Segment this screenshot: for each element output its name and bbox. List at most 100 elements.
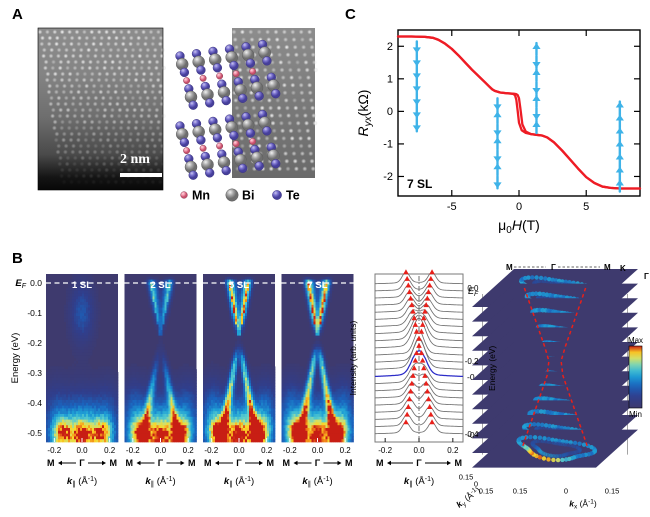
k-axis-label: k∥ (Å-1) (224, 476, 254, 488)
symmetry-point-M-left: M (126, 458, 134, 468)
stack-sym-gamma1: Γ (551, 263, 556, 272)
mdc-peak-marker (429, 419, 435, 425)
symmetry-point-gamma: Γ (236, 458, 242, 468)
stack-sym-M1: M (506, 263, 513, 272)
mdc-peak-marker (405, 282, 412, 288)
mdc-peak-marker (412, 357, 419, 363)
k-tick-label: -0.2 (47, 446, 61, 455)
atom-mn (232, 70, 240, 78)
atom-mn (199, 144, 207, 152)
mdc-peak-marker (422, 308, 428, 314)
atom-te (212, 133, 223, 143)
mdc-curve (374, 291, 464, 306)
mdc-curve (374, 317, 464, 349)
symmetry-point-M-left: M (47, 458, 55, 468)
mdc-peak-marker (421, 365, 427, 371)
panel-a-stem-image (37, 27, 167, 191)
atom-te (238, 163, 248, 173)
mdc-peak-marker (409, 302, 415, 308)
mdc-peak-marker (416, 342, 422, 348)
symmetry-point-M-right: M (188, 458, 196, 468)
energy-tick-label: -0.4 (27, 398, 42, 408)
arpes-map-3: 5 SL (203, 274, 276, 443)
map-title: 5 SL (229, 280, 249, 291)
atom-te (254, 161, 264, 171)
energy-tick-label: -0.1 (27, 308, 42, 318)
mdc-peak-marker (407, 388, 414, 394)
atom-te (245, 128, 256, 138)
arpes-map-1: 1 SL (46, 274, 119, 443)
atom-te (221, 165, 231, 176)
spin-arrow-head (615, 166, 624, 173)
mdc-peak-marker (426, 403, 433, 409)
map-title: 1 SL (72, 280, 92, 291)
spin-arrow-group-3 (615, 100, 624, 193)
symmetry-point-M-left: M (204, 458, 212, 468)
k-tick-label: 0.2 (104, 446, 116, 455)
spin-arrow-head (615, 114, 624, 121)
mdc-peak-marker (410, 372, 416, 378)
svg-text:Bi: Bi (242, 189, 255, 203)
mdc-stack-plot: EF-0.19-0.38Intensity (arb. units)-0.20.… (345, 262, 495, 514)
symmetry-point-gamma: Γ (79, 458, 85, 468)
x-tick-label: -5 (447, 201, 457, 213)
scalebar-line (120, 173, 162, 177)
symmetry-point-M-left: M (283, 458, 291, 468)
x-tick-label: 0 (516, 201, 522, 213)
mdc-peak-marker (423, 302, 429, 308)
panel-b-label: B (12, 250, 23, 267)
stack-kx-tick: 0 (564, 487, 568, 496)
mdc-peak-marker (421, 315, 427, 321)
mdc-peak-marker (405, 403, 412, 409)
k-tick-label: 0.0 (76, 446, 88, 455)
mdc-curve (374, 421, 464, 435)
mdc-peak-marker (428, 411, 434, 417)
mdc-peak-marker (418, 328, 425, 334)
spin-arrow-head (532, 95, 541, 101)
svg-text:Energy (eV): Energy (eV) (10, 333, 21, 384)
stack-kx-tick: 0.15 (513, 487, 528, 496)
mdc-curve (374, 314, 464, 342)
mdc-peak-marker (410, 308, 416, 314)
spin-arrow-head (493, 137, 502, 144)
spin-arrow-head (532, 121, 541, 127)
mdc-peak-marker (411, 315, 417, 321)
atom-te (179, 137, 190, 148)
k-tick-label: 0.2 (183, 446, 195, 455)
mdc-curve (374, 330, 464, 356)
map-title: 7 SL (307, 280, 327, 291)
atom-te (229, 60, 239, 71)
mdc-ef-label: EF (468, 286, 479, 298)
mdc-symmetry-gamma: Γ (416, 458, 422, 468)
mdc-curve (374, 406, 464, 420)
k-tick-label: 0.0 (155, 446, 167, 455)
mdc-peak-marker (409, 380, 415, 386)
spin-arrow-head (412, 125, 421, 132)
spin-arrow-head (532, 114, 541, 120)
mdc-peak-marker (413, 350, 420, 356)
spin-arrow-head (412, 86, 421, 93)
y-axis-label: Ryx(kΩ) (355, 90, 374, 137)
stack-ky-tick: 0.15 (479, 487, 494, 496)
y-tick-label: 2 (387, 41, 393, 53)
energy-axis-label: Energy (eV) (10, 333, 21, 384)
k-axis-label: k∥ (Å-1) (302, 476, 332, 488)
mdc-k-tick-label: 0.2 (447, 446, 459, 455)
mdc-peak-marker (403, 419, 409, 425)
mdc-peak-marker (416, 335, 422, 341)
k-tick-label: 0.0 (312, 446, 324, 455)
arpes-map-2: 2 SL (124, 274, 197, 443)
mdc-curve (374, 398, 464, 413)
stack-energy-tick: -0.2 (465, 357, 479, 366)
panel-a-legend: Mn Bi Te (176, 184, 326, 206)
spin-arrow-head (493, 111, 502, 118)
energy-tick-label: -0.2 (27, 338, 42, 348)
spin-arrow-head (412, 112, 421, 119)
intensity-colorbar (628, 345, 643, 409)
energy-slice-11 (472, 429, 638, 468)
mdc-curve-highlighted (374, 350, 464, 378)
stack-kx-tick: 0.15 (605, 487, 620, 496)
mdc-peak-marker (413, 328, 420, 334)
mdc-symmetry-M-right: M (455, 458, 463, 468)
